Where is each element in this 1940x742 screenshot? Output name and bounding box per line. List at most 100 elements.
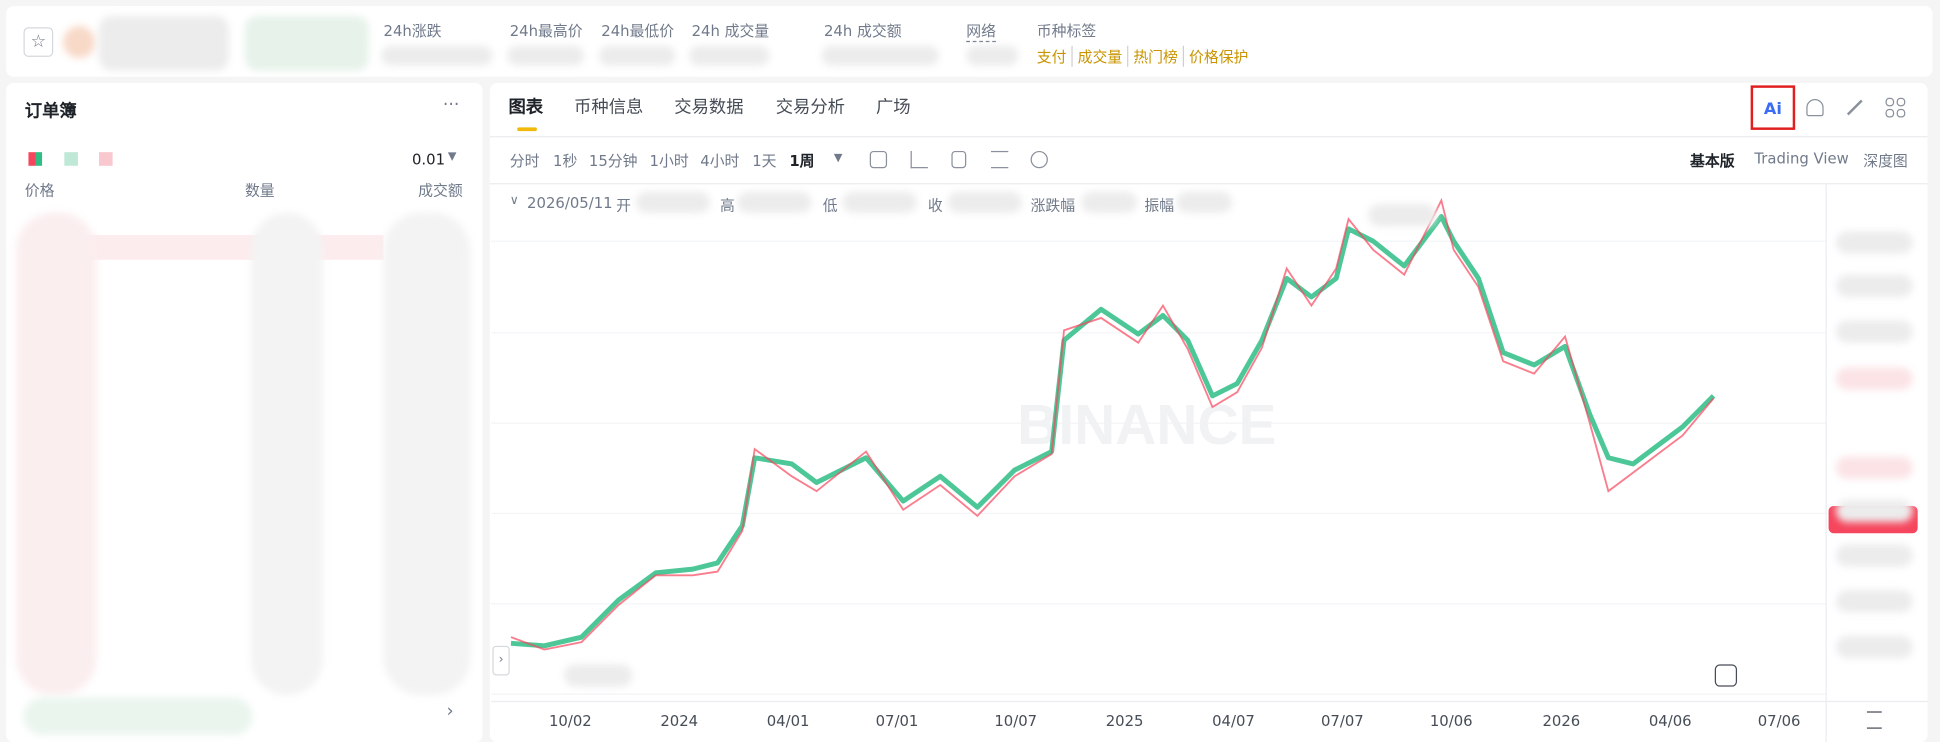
- redacted: [63, 25, 96, 59]
- tool-icon[interactable]: [990, 150, 1009, 169]
- tool-icon[interactable]: [869, 150, 888, 169]
- redacted: [23, 697, 253, 735]
- stat-label: 24h涨跌: [383, 22, 442, 40]
- tags-label: 币种标签: [1036, 22, 1097, 40]
- redacted: [383, 212, 471, 696]
- redacted: [244, 16, 369, 71]
- ai-button[interactable]: Ai: [1750, 85, 1796, 130]
- x-axis-label: 2025: [1105, 712, 1144, 730]
- ticker-bar: ☆ 24h涨跌 24h最高价 24h最低价 24h 成交量 24h 成交额 网络…: [6, 6, 1933, 77]
- redacted: [1368, 204, 1437, 227]
- column-header: 数量: [244, 181, 275, 200]
- tag[interactable]: 支付: [1036, 48, 1067, 66]
- interval[interactable]: 分时: [509, 152, 540, 170]
- interval[interactable]: 1周: [789, 152, 815, 170]
- layout-toggle[interactable]: [28, 152, 43, 166]
- redacted: [1176, 191, 1233, 213]
- layout-toggle[interactable]: [98, 152, 113, 166]
- redacted: [689, 45, 770, 66]
- redacted: [1836, 499, 1913, 523]
- x-axis-label: 07/01: [875, 712, 919, 730]
- tool-icon[interactable]: [1030, 150, 1048, 169]
- divider: [489, 136, 1928, 138]
- tool-icon[interactable]: [951, 150, 967, 169]
- price-trace-wick: [510, 197, 1715, 651]
- replay-button[interactable]: [1714, 664, 1738, 687]
- more-button[interactable]: ···: [442, 95, 460, 116]
- redacted: [842, 191, 917, 213]
- view-option[interactable]: 深度图: [1863, 152, 1908, 170]
- interval[interactable]: 1小时: [649, 152, 689, 170]
- ohlc-label: 涨跌幅: [1030, 196, 1076, 215]
- x-axis-label: 2026: [1542, 712, 1581, 730]
- x-axis-label: 04/07: [1212, 712, 1255, 730]
- x-axis-label: 10/02: [548, 712, 592, 730]
- layout-icon[interactable]: [1896, 97, 1906, 107]
- redacted: [381, 45, 493, 66]
- redacted: [1836, 320, 1913, 343]
- tag[interactable]: 价格保护: [1182, 45, 1248, 67]
- redacted: [1836, 274, 1913, 297]
- redacted: [251, 212, 323, 696]
- redacted: [821, 45, 940, 66]
- tag[interactable]: 成交量: [1071, 45, 1122, 67]
- order-book: 订单簿 ··· 0.01 ▼ 价格 数量 成交额 ›: [6, 82, 483, 742]
- redacted: [1836, 544, 1913, 567]
- layout-icon[interactable]: [1885, 108, 1895, 118]
- collapse-arrow[interactable]: ∨: [509, 194, 519, 208]
- ohlc-label: 收: [927, 196, 943, 215]
- interval[interactable]: 4小时: [700, 152, 740, 170]
- tab-indicator: [517, 127, 537, 132]
- tag[interactable]: 热门榜: [1127, 45, 1178, 67]
- ohlc-label: 高: [720, 196, 735, 215]
- dropdown-arrow: ▼: [447, 150, 457, 164]
- interval[interactable]: 1天: [752, 152, 777, 170]
- stat-label: 24h最高价: [509, 22, 583, 40]
- redacted: [1836, 590, 1913, 613]
- layout-toggle[interactable]: [64, 152, 78, 166]
- column-header: 成交额: [418, 181, 463, 200]
- fullscreen-icon[interactable]: [1846, 99, 1863, 115]
- axis-scale-button[interactable]: [1866, 711, 1882, 729]
- tab[interactable]: 图表: [508, 97, 544, 118]
- x-axis-label: 07/06: [1757, 712, 1801, 730]
- tab[interactable]: 广场: [875, 97, 911, 118]
- price-chart: BINANCE: [491, 184, 1928, 742]
- redacted: [564, 664, 633, 687]
- column-header: 价格: [24, 181, 55, 200]
- view-option[interactable]: Trading View: [1754, 149, 1849, 168]
- toolbar-toggle[interactable]: ›: [492, 645, 510, 676]
- tab[interactable]: 交易数据: [674, 97, 744, 118]
- redacted: [1081, 191, 1137, 213]
- redacted: [1836, 456, 1913, 479]
- depth-bar: [80, 235, 384, 260]
- view-option[interactable]: 基本版: [1690, 152, 1735, 170]
- alert-icon[interactable]: [1806, 98, 1824, 117]
- layout-icon[interactable]: [1885, 97, 1895, 107]
- tab[interactable]: 交易分析: [775, 97, 846, 118]
- precision-select[interactable]: 0.01: [411, 150, 446, 169]
- interval[interactable]: 1秒: [553, 152, 578, 170]
- redacted: [635, 191, 711, 213]
- interval-dropdown[interactable]: ▼: [833, 152, 843, 165]
- tab[interactable]: 币种信息: [574, 97, 644, 118]
- favorite-button[interactable]: ☆: [23, 27, 54, 57]
- divider: [489, 183, 1928, 185]
- stat-label: 24h最低价: [601, 22, 675, 40]
- layout-icon[interactable]: [1896, 108, 1906, 118]
- watermark: BINANCE: [1017, 393, 1276, 457]
- expand-arrow[interactable]: ›: [446, 701, 454, 722]
- x-axis-label: 2024: [660, 712, 699, 730]
- redacted: [737, 191, 812, 213]
- network-label[interactable]: 网络: [966, 20, 996, 43]
- ai-label: Ai: [1763, 100, 1782, 119]
- interval[interactable]: 15分钟: [588, 152, 638, 170]
- tool-icon[interactable]: [910, 150, 928, 169]
- stat-label: 24h 成交量: [691, 22, 770, 40]
- redacted: [966, 45, 1019, 66]
- grid: [491, 184, 1928, 742]
- panel-title: 订单簿: [24, 101, 77, 122]
- tag-list: 支付 成交量 热门榜 价格保护: [1036, 45, 1248, 67]
